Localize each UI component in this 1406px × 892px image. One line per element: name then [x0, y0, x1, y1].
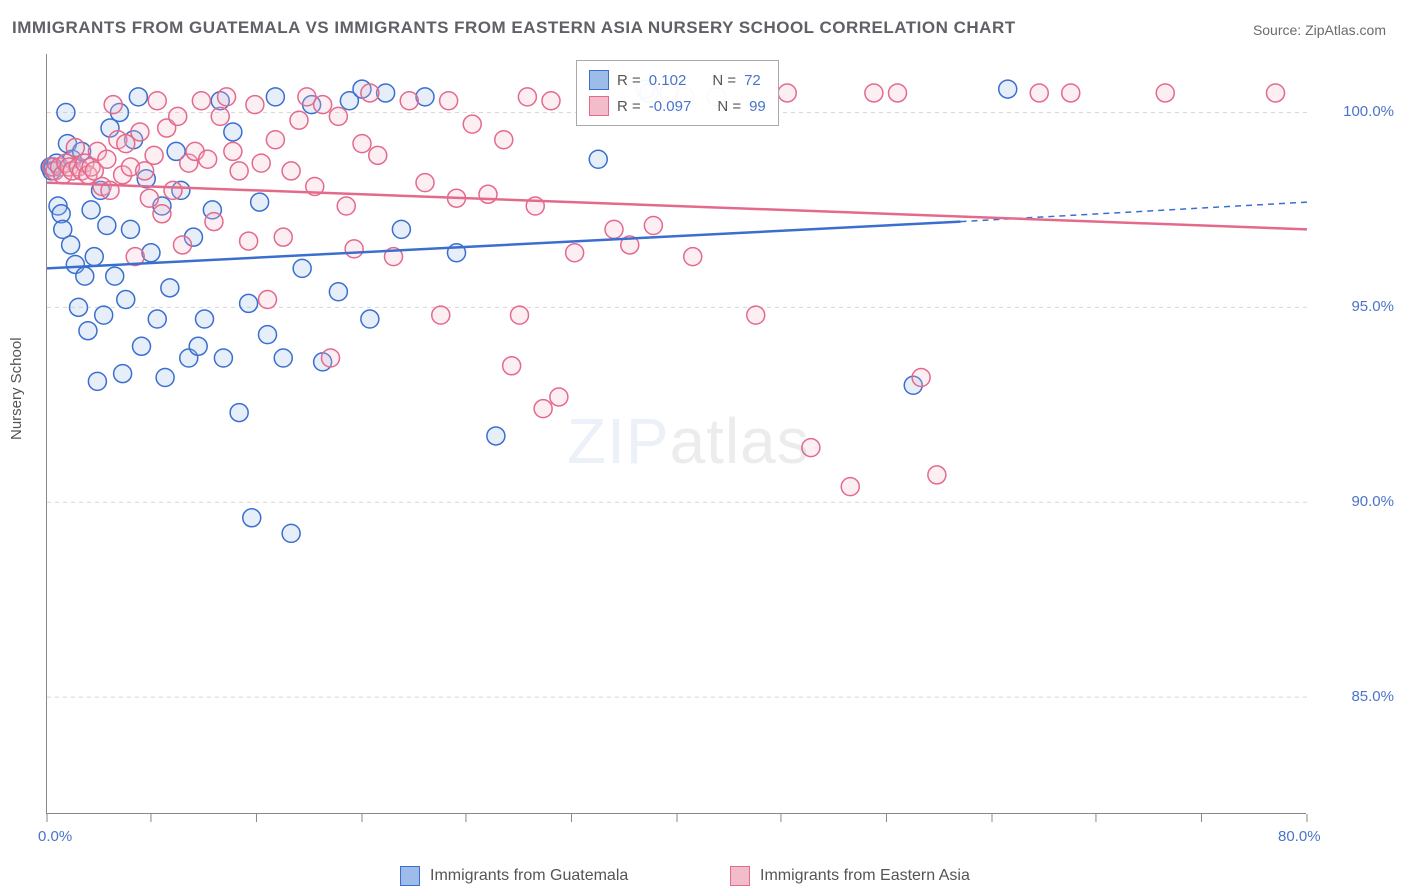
y-tick-85: 85.0% — [1351, 688, 1394, 705]
series-legend-guatemala: Immigrants from Guatemala — [400, 866, 628, 886]
r-label: R = — [617, 98, 641, 115]
chart-title: IMMIGRANTS FROM GUATEMALA VS IMMIGRANTS … — [12, 18, 1016, 38]
n-label: N = — [712, 72, 736, 89]
x-tick-0: 0.0% — [38, 828, 72, 845]
series-label: Immigrants from Eastern Asia — [760, 867, 970, 885]
chart-svg — [47, 54, 1307, 814]
swatch-guatemala-icon — [400, 866, 420, 886]
n-label: N = — [717, 98, 741, 115]
swatch-guatemala — [589, 70, 609, 90]
swatch-easternasia — [589, 96, 609, 116]
n-value: 99 — [749, 98, 766, 115]
r-value: -0.097 — [649, 98, 692, 115]
legend-row-easternasia: R = -0.097 N = 99 — [589, 93, 766, 119]
y-tick-100: 100.0% — [1343, 103, 1394, 120]
correlation-legend: R = 0.102 N = 72 R = -0.097 N = 99 — [576, 60, 779, 126]
legend-row-guatemala: R = 0.102 N = 72 — [589, 67, 766, 93]
r-value: 0.102 — [649, 72, 687, 89]
y-axis-label: Nursery School — [8, 337, 25, 440]
r-label: R = — [617, 72, 641, 89]
swatch-easternasia-icon — [730, 866, 750, 886]
y-tick-95: 95.0% — [1351, 298, 1394, 315]
series-legend-easternasia: Immigrants from Eastern Asia — [730, 866, 970, 886]
n-value: 72 — [744, 72, 761, 89]
series-label: Immigrants from Guatemala — [430, 867, 628, 885]
plot-area: ZIPatlas — [46, 54, 1306, 814]
source-label: Source: ZipAtlas.com — [1253, 22, 1386, 38]
x-tick-80: 80.0% — [1278, 828, 1321, 845]
y-tick-90: 90.0% — [1351, 493, 1394, 510]
